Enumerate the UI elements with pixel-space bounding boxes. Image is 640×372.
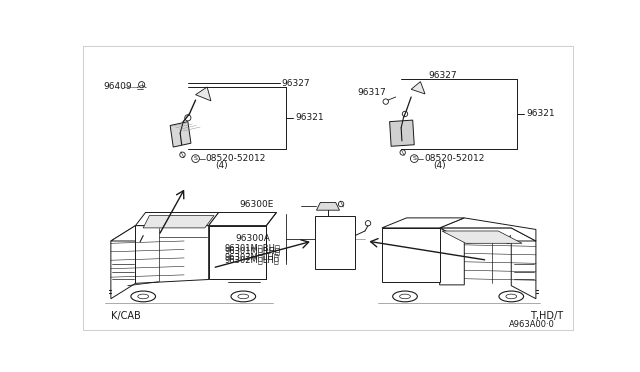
Polygon shape bbox=[390, 120, 414, 146]
Text: 96321: 96321 bbox=[526, 109, 554, 118]
Polygon shape bbox=[136, 212, 219, 225]
Polygon shape bbox=[209, 225, 266, 279]
Polygon shape bbox=[411, 81, 425, 94]
Text: 96302M〈LH〉: 96302M〈LH〉 bbox=[224, 252, 279, 261]
Text: 96300A: 96300A bbox=[236, 234, 271, 243]
Polygon shape bbox=[442, 231, 522, 243]
Polygon shape bbox=[382, 218, 464, 228]
Text: (4): (4) bbox=[215, 161, 227, 170]
Ellipse shape bbox=[399, 294, 410, 299]
Text: S: S bbox=[412, 156, 416, 161]
Ellipse shape bbox=[131, 291, 156, 302]
Text: 96301M〈RH〉: 96301M〈RH〉 bbox=[224, 243, 280, 253]
Text: 08520-52012: 08520-52012 bbox=[205, 154, 266, 163]
Polygon shape bbox=[196, 87, 211, 101]
Text: T,HD/T: T,HD/T bbox=[530, 311, 563, 321]
Polygon shape bbox=[143, 216, 214, 228]
Text: 08520-52012: 08520-52012 bbox=[424, 154, 484, 163]
Polygon shape bbox=[136, 225, 209, 283]
Text: 96327: 96327 bbox=[428, 71, 457, 80]
Bar bbox=[315, 216, 355, 269]
Ellipse shape bbox=[506, 294, 516, 299]
Ellipse shape bbox=[499, 291, 524, 302]
Text: K/CAB: K/CAB bbox=[111, 311, 141, 321]
Text: (4): (4) bbox=[433, 161, 446, 170]
Text: 96327: 96327 bbox=[282, 78, 310, 88]
Polygon shape bbox=[440, 218, 536, 241]
Text: 96409: 96409 bbox=[103, 83, 132, 92]
Polygon shape bbox=[316, 202, 340, 210]
Text: 96301M〈RH〉: 96301M〈RH〉 bbox=[224, 247, 280, 256]
Polygon shape bbox=[111, 225, 209, 241]
Polygon shape bbox=[209, 212, 276, 225]
Ellipse shape bbox=[231, 291, 255, 302]
Text: 96300E: 96300E bbox=[239, 200, 274, 209]
Polygon shape bbox=[111, 225, 136, 299]
Text: 96302M〈LH〉: 96302M〈LH〉 bbox=[224, 256, 279, 265]
Ellipse shape bbox=[238, 294, 249, 299]
Polygon shape bbox=[440, 228, 464, 285]
Text: S: S bbox=[194, 156, 198, 161]
Polygon shape bbox=[511, 228, 536, 299]
Polygon shape bbox=[382, 228, 440, 282]
Ellipse shape bbox=[393, 291, 417, 302]
Text: 96317: 96317 bbox=[357, 88, 386, 97]
Text: 96321: 96321 bbox=[295, 113, 323, 122]
Text: A963A00·0: A963A00·0 bbox=[509, 320, 555, 328]
Ellipse shape bbox=[138, 294, 148, 299]
Polygon shape bbox=[440, 228, 536, 241]
Polygon shape bbox=[170, 122, 191, 147]
